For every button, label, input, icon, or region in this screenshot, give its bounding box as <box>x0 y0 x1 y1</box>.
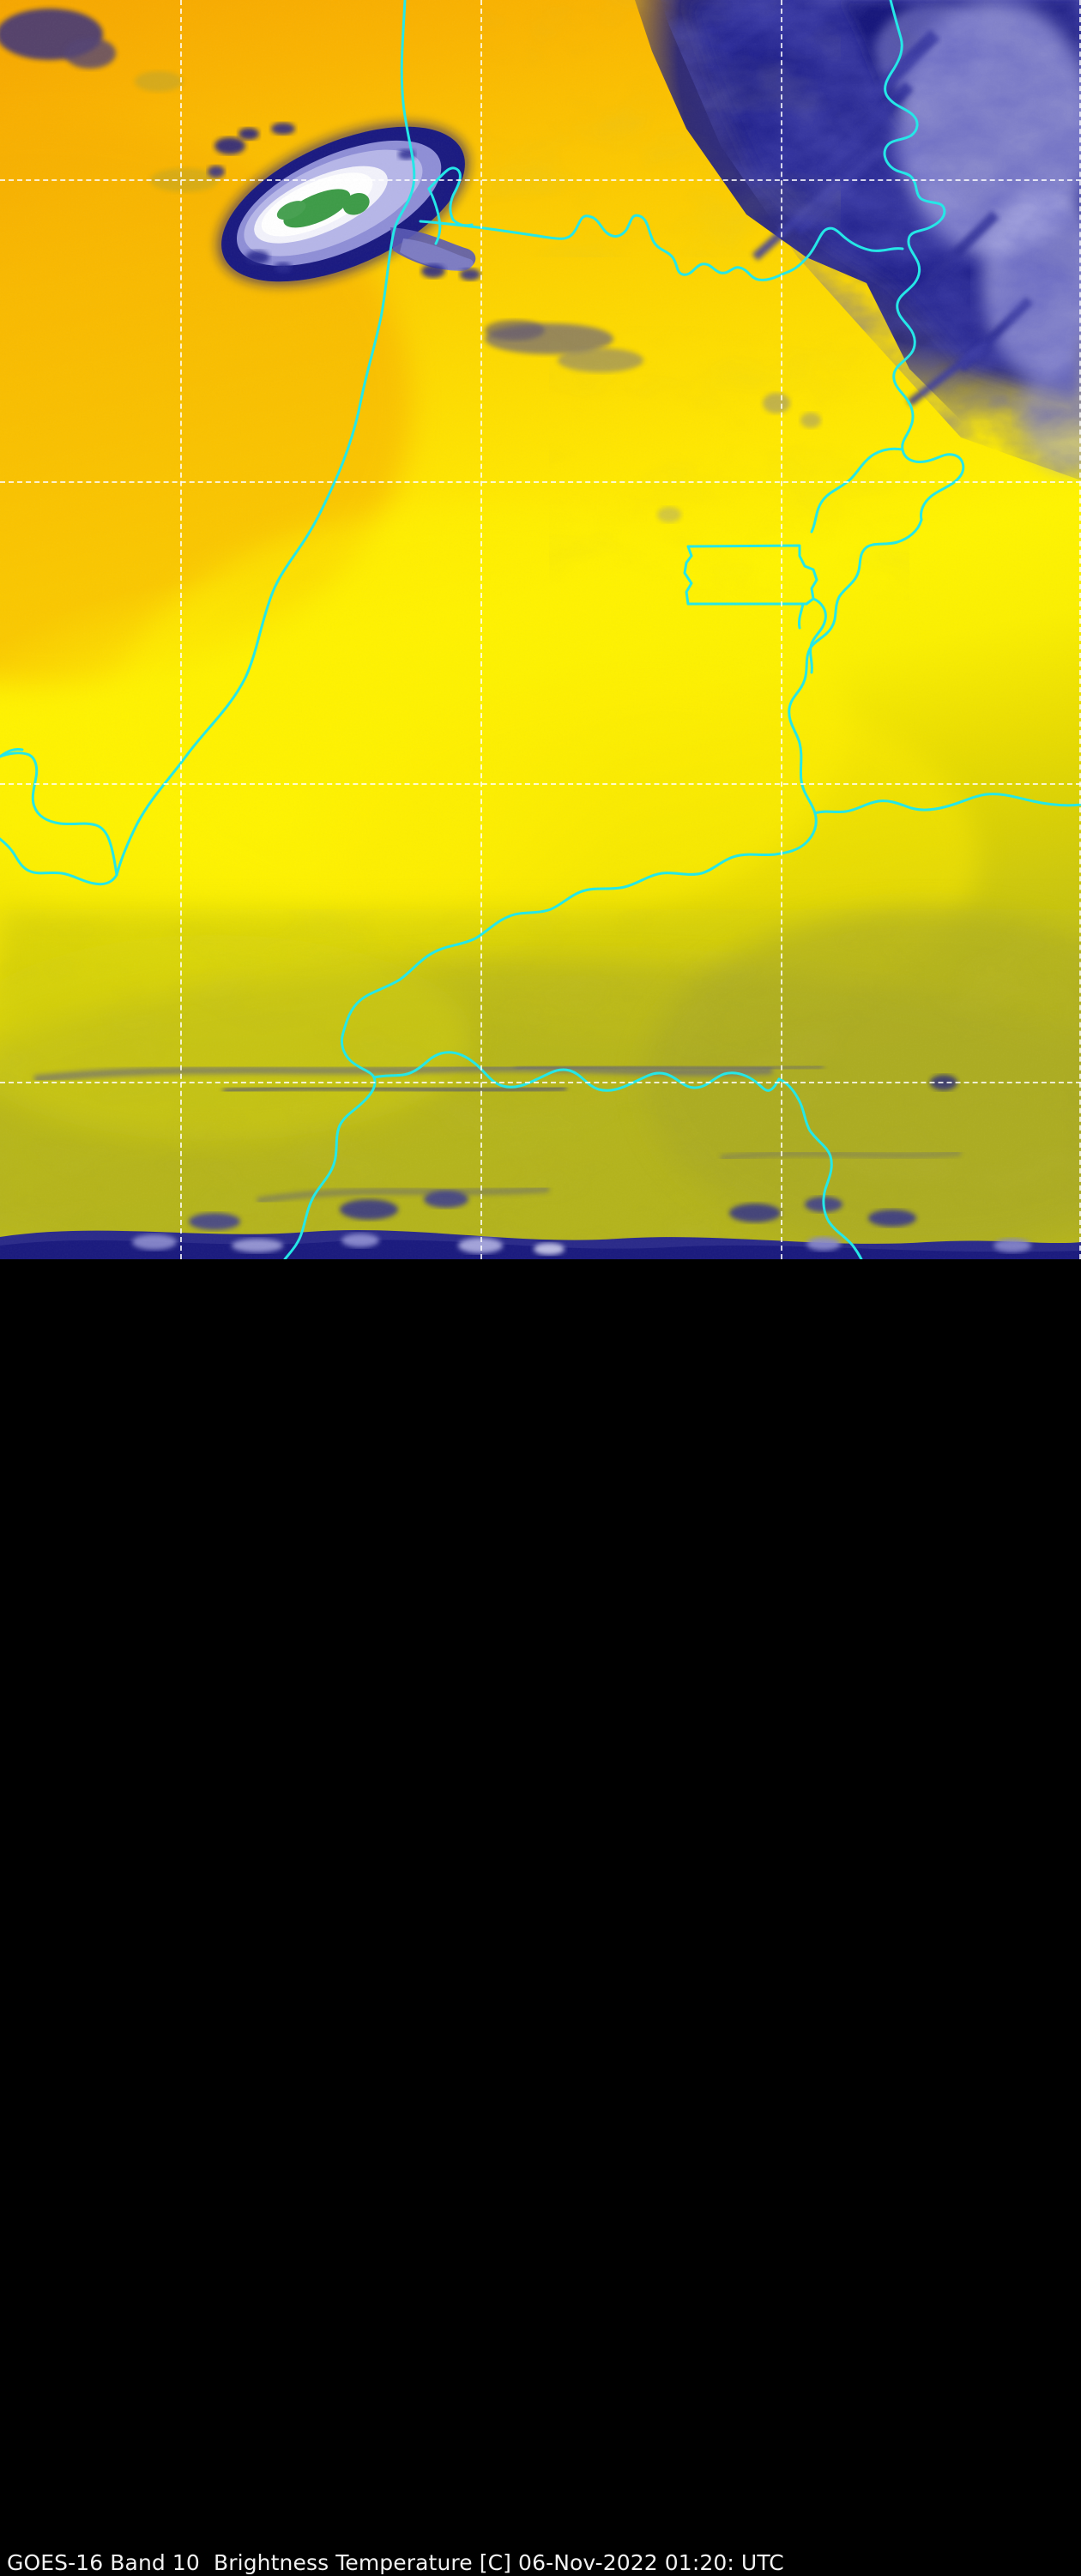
caption-bar: GOES-16 Band 10 Brightness Temperature [… <box>0 1259 1081 2575</box>
caption-text: GOES-16 Band 10 Brightness Temperature [… <box>7 2550 784 2575</box>
brightness-temperature-raster <box>0 0 1081 1259</box>
sensor-pixel-grain <box>0 0 1081 1259</box>
satellite-raster <box>0 0 1081 1259</box>
